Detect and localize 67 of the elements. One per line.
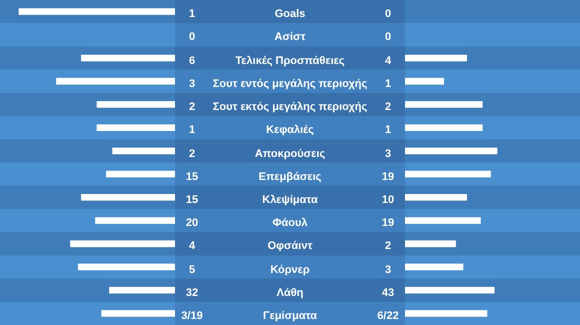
y-tick-label: Κεφαλιές xyxy=(265,124,315,138)
text: 1 xyxy=(384,124,392,138)
text: 1 xyxy=(384,78,392,91)
bar xyxy=(96,124,175,132)
text: 2 xyxy=(188,101,196,114)
y-tick-label: Λάθη xyxy=(276,286,304,300)
text: 3 xyxy=(384,264,392,277)
bar xyxy=(405,54,467,62)
text: 19 xyxy=(380,170,396,184)
text: 10 xyxy=(380,194,396,207)
bar xyxy=(405,310,488,317)
bar xyxy=(405,170,491,178)
text: 15 xyxy=(184,194,200,207)
text: 4 xyxy=(188,240,196,254)
bar xyxy=(405,148,498,154)
y-tick-label: Κόρνερ xyxy=(269,264,311,277)
bar xyxy=(109,286,175,294)
bar xyxy=(78,264,175,270)
bar xyxy=(81,54,175,62)
y-tick-label: Σουτ εντός μεγάλης περιοχής xyxy=(212,78,368,91)
y-tick-label: Γεμίσματα xyxy=(262,310,318,323)
y-tick-label: Φάουλ xyxy=(271,217,309,230)
y-tick-label: Αποκρούσεις xyxy=(254,148,326,160)
y-tick-label: Goals xyxy=(274,8,306,22)
text: 4 xyxy=(384,54,392,68)
text: 0 xyxy=(188,31,196,44)
bar xyxy=(405,78,444,85)
y-tick-label: Οφσάιντ xyxy=(266,240,314,254)
text: 15 xyxy=(184,170,200,184)
text: 5 xyxy=(188,264,196,277)
bar xyxy=(18,8,175,15)
bar xyxy=(70,240,175,248)
text: 1 xyxy=(188,124,196,138)
bar xyxy=(405,264,464,270)
text: 3/19 xyxy=(180,310,204,323)
y-tick-label: Σουτ εκτός μεγάλης περιοχής xyxy=(212,101,368,114)
text: 6 xyxy=(188,54,196,68)
text: 19 xyxy=(380,217,396,230)
text: 20 xyxy=(184,217,200,230)
text: 32 xyxy=(184,286,200,300)
y-tick-label: Κλεψίματα xyxy=(261,194,319,207)
text: 6/22 xyxy=(376,310,400,323)
bar xyxy=(101,310,175,317)
bar xyxy=(56,78,175,85)
bar xyxy=(405,240,456,248)
y-tick-label: Επεμβάσεις xyxy=(258,170,322,184)
y-tick-label: Τελικές Προσπάθειες xyxy=(234,54,346,68)
text: 0 xyxy=(384,8,392,22)
text: 3 xyxy=(384,148,392,160)
bar xyxy=(405,286,495,294)
text: 43 xyxy=(380,286,396,300)
bar xyxy=(96,101,175,108)
text: 0 xyxy=(384,31,392,44)
bar xyxy=(405,217,481,224)
bar xyxy=(112,148,175,154)
text: 2 xyxy=(384,101,392,114)
text: 2 xyxy=(384,240,392,254)
bar xyxy=(106,170,175,178)
bar xyxy=(405,194,467,201)
bar xyxy=(95,217,175,224)
text: 2 xyxy=(188,148,196,160)
y-tick-label: Ασίστ xyxy=(274,31,306,44)
text: 1 xyxy=(188,8,196,22)
bar xyxy=(405,124,483,132)
bar xyxy=(405,101,483,108)
text: 3 xyxy=(188,78,196,91)
bar xyxy=(81,194,175,201)
